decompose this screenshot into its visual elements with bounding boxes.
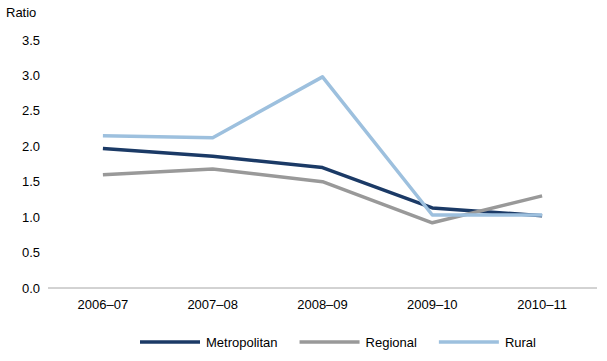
chart-svg: Ratio 0.0 0.5 1.0 1.5 2.0 2.5 3.0 3.5 2006–07 2007…: [0, 0, 607, 361]
legend-swatch: [140, 340, 200, 344]
y-tick-label: 3.5: [22, 33, 40, 48]
legend-swatch: [439, 340, 499, 344]
y-tick-label: 0.5: [22, 245, 40, 260]
legend-label: Regional: [366, 335, 417, 350]
legend-label: Metropolitan: [206, 335, 278, 350]
y-tick-label: 0.0: [22, 281, 40, 296]
y-tick-label: 1.0: [22, 210, 40, 225]
legend-label: Rural: [505, 335, 536, 350]
series-line: [103, 77, 542, 215]
y-tick-label: 1.5: [22, 174, 40, 189]
x-tick-label: 2008–09: [297, 297, 348, 312]
x-tick-label: 2009–10: [407, 297, 458, 312]
legend-swatch: [300, 340, 360, 344]
x-tick-label: 2010–11: [517, 297, 567, 312]
x-axis-line: [48, 288, 597, 289]
y-axis-label: Ratio: [6, 5, 36, 20]
plot-lines: [103, 77, 542, 223]
legend: Metropolitan Regional Rural: [140, 335, 536, 350]
y-tick-label: 2.5: [22, 103, 40, 118]
x-tick-label: 2007–08: [187, 297, 238, 312]
y-axis-line: [48, 40, 49, 288]
y-tick-label: 2.0: [22, 139, 40, 154]
y-tick-label: 3.0: [22, 68, 40, 83]
x-tick-label: 2006–07: [78, 297, 129, 312]
chart-container: Ratio 0.0 0.5 1.0 1.5 2.0 2.5 3.0 3.5 2006–07 2007…: [0, 0, 607, 361]
